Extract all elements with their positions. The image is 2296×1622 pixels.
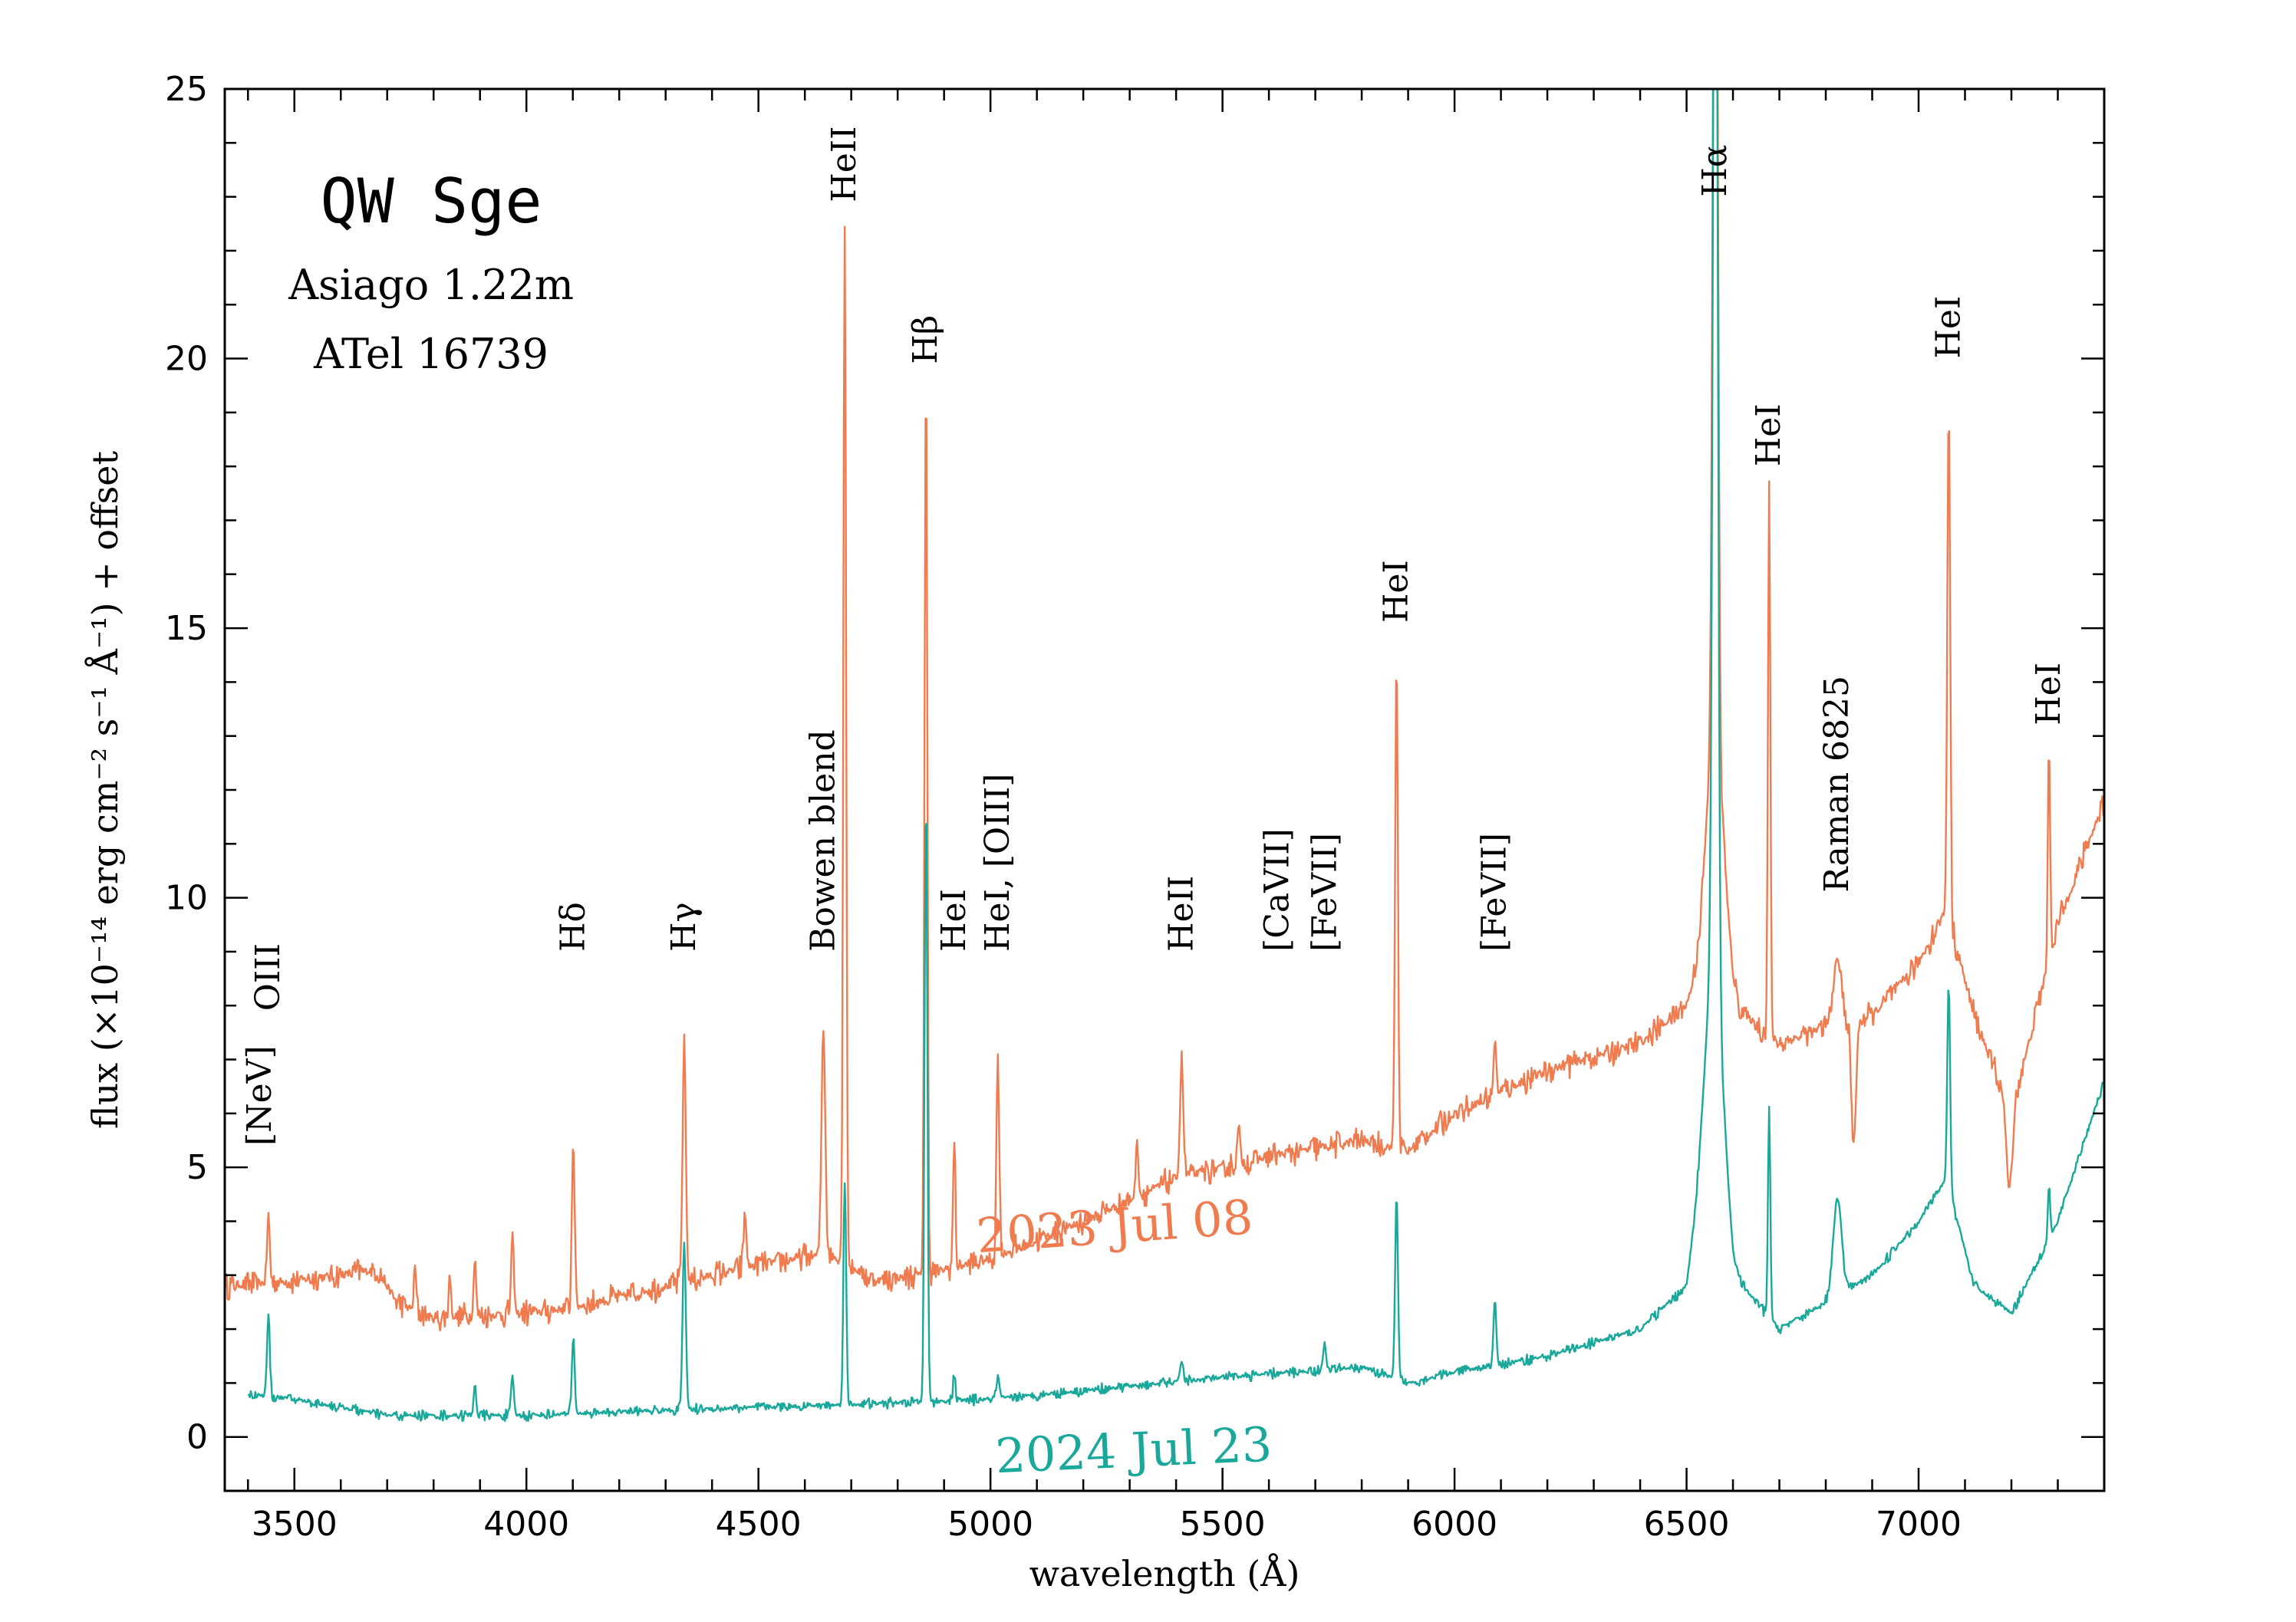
line-annotation: HeI [934,889,973,952]
y-tick-label: 10 [165,879,208,918]
line-annotation: HeI, [OIII] [978,774,1017,952]
series-layer [225,89,2104,1423]
line-annotation: OIII [249,943,288,1011]
series-label-2024-jul-23: 2024 Jul 23 [994,1416,1273,1485]
y-tick-label: 25 [165,70,208,109]
x-tick-label: 5500 [1180,1505,1266,1544]
line-annotation: HeI [1376,560,1415,623]
line-annotation: Hβ [906,315,945,364]
line-annotation: Hα [1695,145,1734,197]
line-annotation: HeI [2029,663,2068,725]
series-line-2023-jul-08 [225,89,2104,1332]
y-tick-label: 20 [165,340,208,379]
line-annotation: [FeVII] [1475,833,1514,952]
y-tick-label: 0 [186,1418,208,1457]
y-tick-label: 15 [165,609,208,648]
line-annotation: [NeV] [240,1045,279,1146]
line-annotation: [CaVII] [1258,828,1297,952]
y-tick-label: 5 [186,1148,208,1187]
chart-subtitle-atel: ATel 16739 [313,330,548,378]
line-annotation: HeII [825,126,864,202]
line-annotation: [FeVII] [1305,833,1344,952]
x-tick-label: 5000 [947,1505,1033,1544]
x-tick-label: 3500 [252,1505,338,1544]
x-tick-label: 4000 [483,1505,569,1544]
chart-title: QW Sge [321,166,542,237]
y-axis-title: flux (×10⁻¹⁴ erg cm⁻² s⁻¹ Å⁻¹) + offset [84,450,126,1129]
line-annotation: Hδ [553,902,592,952]
line-annotation: HeII [1161,876,1201,952]
x-tick-label: 6500 [1644,1505,1730,1544]
x-tick-label: 4500 [716,1505,802,1544]
x-axis-title: wavelength (Å) [1029,1552,1300,1594]
tick-layer: 3500 4000 4500 5000 5500 6000 6500 7000 0 5 10 15 20… [165,70,2106,1544]
line-annotation: Bowen blend [803,729,842,952]
x-tick-label: 6000 [1412,1505,1497,1544]
line-annotation: HeI [1929,296,1968,359]
series-line-2024-jul-23 [247,89,2104,1423]
line-annotation: Raman 6825 [1817,676,1856,893]
line-annotation: Hγ [664,902,703,952]
x-tick-label: 7000 [1876,1505,1962,1544]
line-annotation: HeI [1749,403,1788,466]
chart-subtitle-telescope: Asiago 1.22m [288,261,574,309]
